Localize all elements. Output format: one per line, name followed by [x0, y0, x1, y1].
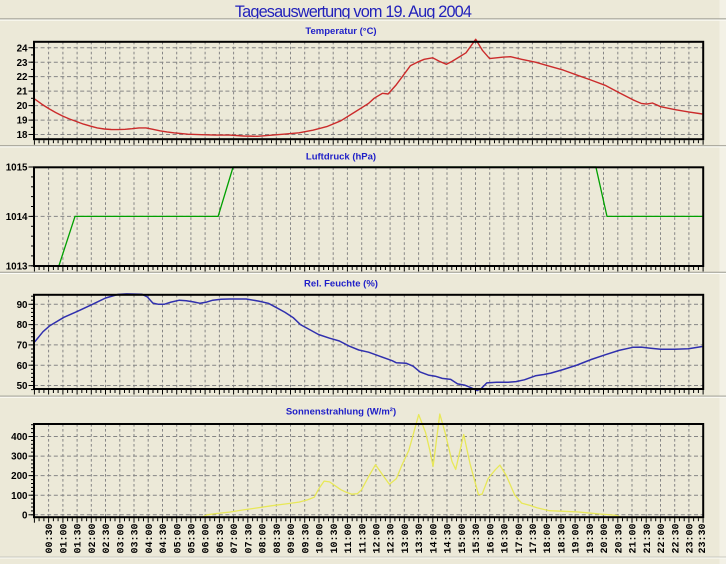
svg-text:Temperatur (°C): Temperatur (°C) — [305, 26, 376, 37]
svg-text:10:00: 10:00 — [316, 523, 327, 553]
svg-text:23:30: 23:30 — [698, 523, 709, 553]
svg-text:11:00: 11:00 — [344, 523, 355, 553]
svg-text:00:30: 00:30 — [45, 523, 56, 553]
svg-text:13:30: 13:30 — [415, 523, 426, 553]
svg-text:18:00: 18:00 — [543, 523, 554, 553]
svg-text:400: 400 — [11, 432, 28, 443]
svg-text:300: 300 — [11, 452, 28, 463]
svg-text:19: 19 — [17, 116, 28, 127]
svg-text:23: 23 — [17, 58, 28, 69]
svg-text:15:30: 15:30 — [472, 523, 483, 553]
svg-text:19:30: 19:30 — [586, 523, 597, 553]
svg-text:21: 21 — [17, 87, 28, 98]
svg-text:24: 24 — [17, 43, 28, 54]
svg-text:11:30: 11:30 — [358, 523, 369, 553]
svg-text:04:30: 04:30 — [159, 523, 170, 553]
svg-text:Tagesauswertung vom 19. Aug 20: Tagesauswertung vom 19. Aug 2004 — [235, 3, 472, 21]
svg-text:1015: 1015 — [6, 163, 28, 174]
svg-text:17:30: 17:30 — [529, 523, 540, 553]
svg-text:05:30: 05:30 — [188, 523, 199, 553]
svg-text:02:30: 02:30 — [102, 523, 113, 553]
svg-text:13:00: 13:00 — [401, 523, 412, 553]
svg-text:12:00: 12:00 — [373, 523, 384, 553]
svg-text:05:00: 05:00 — [173, 523, 184, 553]
svg-text:Luftdruck (hPa): Luftdruck (hPa) — [306, 151, 376, 162]
svg-text:07:00: 07:00 — [230, 523, 241, 553]
svg-text:12:30: 12:30 — [387, 523, 398, 553]
svg-text:14:00: 14:00 — [429, 523, 440, 553]
svg-text:20:30: 20:30 — [614, 523, 625, 553]
svg-text:22:00: 22:00 — [657, 523, 668, 553]
svg-text:Sonnenstrahlung (W/m²): Sonnenstrahlung (W/m²) — [286, 406, 396, 417]
svg-text:06:00: 06:00 — [202, 523, 213, 553]
svg-text:1014: 1014 — [6, 212, 28, 223]
svg-text:17:00: 17:00 — [515, 523, 526, 553]
svg-text:09:00: 09:00 — [287, 523, 298, 553]
svg-text:21:30: 21:30 — [643, 523, 654, 553]
svg-text:23:00: 23:00 — [686, 523, 697, 553]
svg-text:20: 20 — [17, 101, 28, 112]
svg-text:80: 80 — [17, 320, 28, 331]
svg-text:18: 18 — [17, 130, 28, 141]
svg-text:01:00: 01:00 — [60, 523, 71, 553]
svg-text:06:30: 06:30 — [216, 523, 227, 553]
svg-text:18:30: 18:30 — [558, 523, 569, 553]
svg-text:70: 70 — [17, 341, 28, 352]
svg-text:14:30: 14:30 — [444, 523, 455, 553]
svg-text:19:00: 19:00 — [572, 523, 583, 553]
svg-text:21:00: 21:00 — [629, 523, 640, 553]
svg-text:90: 90 — [17, 300, 28, 311]
svg-text:50: 50 — [17, 381, 28, 392]
svg-text:16:00: 16:00 — [486, 523, 497, 553]
svg-text:04:00: 04:00 — [145, 523, 156, 553]
svg-text:02:00: 02:00 — [88, 523, 99, 553]
svg-text:10:30: 10:30 — [330, 523, 341, 553]
svg-text:200: 200 — [11, 471, 28, 482]
svg-text:Rel. Feuchte (%): Rel. Feuchte (%) — [304, 278, 378, 289]
svg-text:20:00: 20:00 — [600, 523, 611, 553]
svg-text:22: 22 — [17, 72, 28, 83]
svg-text:03:30: 03:30 — [131, 523, 142, 553]
svg-text:1013: 1013 — [6, 261, 28, 272]
svg-text:01:30: 01:30 — [74, 523, 85, 553]
svg-text:09:30: 09:30 — [301, 523, 312, 553]
svg-text:22:30: 22:30 — [671, 523, 682, 553]
svg-text:07:30: 07:30 — [244, 523, 255, 553]
svg-text:60: 60 — [17, 361, 28, 372]
svg-text:08:00: 08:00 — [259, 523, 270, 553]
svg-text:0: 0 — [22, 510, 28, 521]
svg-text:16:30: 16:30 — [501, 523, 512, 553]
svg-text:15:00: 15:00 — [458, 523, 469, 553]
svg-text:100: 100 — [11, 491, 28, 502]
svg-text:03:00: 03:00 — [116, 523, 127, 553]
svg-text:08:30: 08:30 — [273, 523, 284, 553]
